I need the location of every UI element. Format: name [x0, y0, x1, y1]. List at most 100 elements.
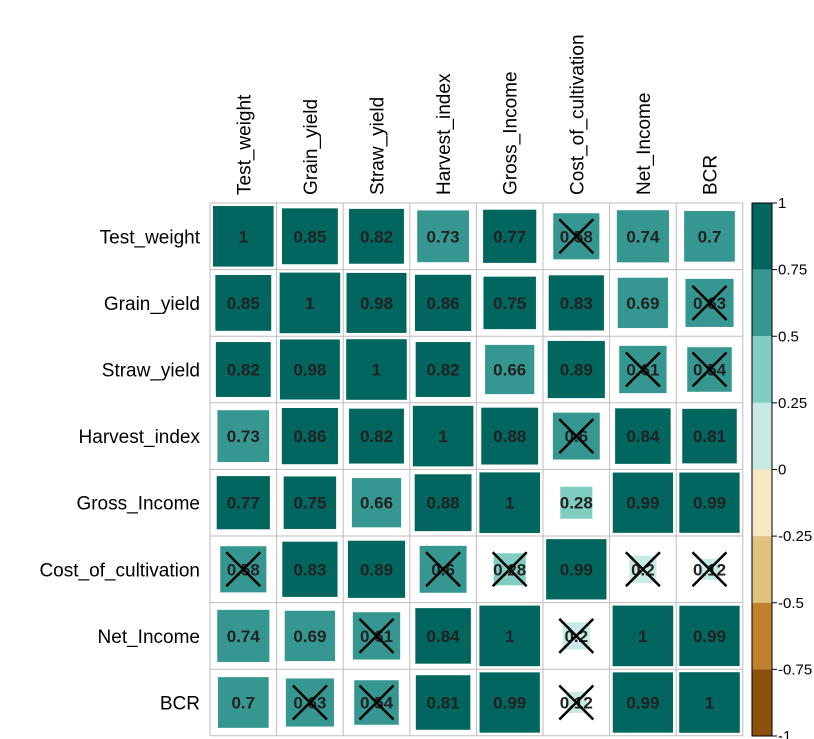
colorbar-segment	[752, 536, 772, 603]
cell-value-label: 0.98	[293, 361, 326, 380]
column-label: Net_Income	[634, 93, 655, 195]
column-label: Straw_yield	[368, 97, 389, 195]
row-label: Net_Income	[98, 627, 200, 648]
cell-value-label: 0.99	[693, 627, 726, 646]
cell-value-label: 0.73	[427, 227, 460, 246]
heatmap-cell	[479, 605, 540, 667]
cell-value-label: 0.88	[493, 427, 526, 446]
cell-value-label: 0.89	[360, 560, 393, 579]
heatmap-cell	[612, 472, 674, 533]
heatmap-cell	[616, 210, 669, 263]
cell-value-label: 0.82	[360, 227, 393, 246]
cell-value-label: 0.83	[560, 294, 593, 313]
cell-value-label: 0.81	[693, 427, 726, 446]
cell-value-label: 0.86	[293, 427, 326, 446]
heatmap-cell	[346, 272, 407, 333]
insignificant-cross-mark	[691, 285, 728, 321]
cell-value-label: 0.82	[360, 427, 393, 446]
heatmap-cell	[615, 408, 671, 464]
heatmap-cell	[283, 476, 337, 529]
row-label: BCR	[160, 694, 200, 715]
heatmap-cell	[282, 541, 338, 597]
heatmap-cell	[215, 342, 271, 397]
heatmap-cell	[483, 276, 536, 330]
heatmap-cell	[483, 209, 537, 263]
heatmap-cell	[349, 408, 404, 464]
colorbar-tick-label: -0.75	[778, 661, 812, 678]
colorbar-tick-label: 0.25	[778, 395, 807, 412]
cell-value-label: 1	[438, 427, 447, 446]
row-label: Gross_Income	[76, 494, 200, 515]
cell-value-label: 0.84	[626, 427, 660, 446]
insignificant-cross-mark	[691, 351, 728, 388]
cell-value-label: 0.83	[293, 560, 326, 579]
row-label: Cost_of_cultivation	[39, 560, 200, 581]
colorbar-tick-label: 0.5	[778, 328, 799, 345]
cell-value-label: 0.66	[493, 361, 526, 380]
heatmap-cell	[215, 274, 272, 331]
cell-value-label: 1	[239, 227, 248, 246]
heatmap-cell	[217, 609, 270, 662]
insignificant-cross-mark	[691, 551, 728, 588]
heatmap-cell	[479, 472, 540, 533]
insignificant-cross-mark	[625, 351, 661, 388]
column-label: Grain_yield	[301, 99, 322, 195]
cell-value-label: 0.88	[427, 494, 460, 513]
row-label: Test_weight	[100, 227, 201, 248]
insignificant-cross-mark	[558, 218, 595, 255]
colorbar-segment	[752, 336, 772, 403]
colorbar-tick-label: -0.25	[778, 528, 812, 545]
column-label: Harvest_index	[434, 73, 455, 195]
insignificant-cross-mark	[491, 551, 528, 588]
column-label: BCR	[701, 155, 722, 195]
cell-value-label: 0.99	[626, 494, 659, 513]
heatmap-cell	[284, 610, 336, 662]
insignificant-cross-mark	[425, 551, 461, 588]
heatmap-cell	[414, 474, 472, 532]
insignificant-cross-mark	[225, 551, 262, 588]
colorbar-segment	[752, 203, 772, 270]
heatmap-cell	[560, 486, 593, 519]
insignificant-cross-mark	[558, 684, 595, 721]
heatmap-cell	[417, 210, 469, 263]
cell-value-label: 0.74	[227, 627, 261, 646]
heatmap-cell	[217, 410, 270, 462]
column-label: Cost_of_cultivation	[567, 34, 588, 195]
heatmap-cell	[346, 339, 407, 400]
cell-value-label: 1	[638, 627, 647, 646]
heatmap-cell	[679, 605, 740, 667]
heatmap-cell	[279, 272, 341, 334]
heatmap-cell	[682, 408, 737, 464]
heatmap-cell	[412, 405, 474, 467]
heatmap-cell	[415, 342, 471, 397]
heatmap-cell	[279, 339, 340, 400]
heatmap-cell	[548, 275, 604, 331]
insignificant-cross-mark	[625, 551, 661, 588]
cell-value-label: 0.84	[427, 627, 461, 646]
insignificant-cross-mark	[358, 684, 395, 721]
cell-value-label: 0.99	[493, 694, 526, 713]
colorbar-tick-label: 0	[778, 462, 786, 479]
cell-value-label: 0.82	[427, 361, 460, 380]
cell-value-label: 0.89	[560, 361, 593, 380]
cell-value-label: 1	[305, 294, 314, 313]
column-label: Gross_Income	[501, 71, 522, 195]
cell-value-label: 0.7	[231, 694, 255, 713]
colorbar-segment	[752, 669, 772, 736]
cell-value-label: 1	[372, 361, 381, 380]
heatmap-cell	[612, 672, 674, 733]
cell-value-label: 0.69	[293, 627, 326, 646]
cell-value-label: 0.99	[626, 694, 659, 713]
cell-value-label: 0.99	[693, 494, 726, 513]
heatmap-cell	[547, 340, 605, 399]
heatmap-cell	[281, 208, 338, 265]
insignificant-cross-mark	[558, 618, 595, 654]
cell-value-label: 0.98	[360, 294, 393, 313]
cell-value-label: 0.69	[626, 294, 659, 313]
heatmap-cell	[351, 478, 402, 528]
insignificant-cross-mark	[292, 684, 328, 721]
heatmap-cell	[481, 407, 539, 465]
row-label: Straw_yield	[102, 361, 200, 382]
cell-value-label: 0.75	[493, 294, 526, 313]
